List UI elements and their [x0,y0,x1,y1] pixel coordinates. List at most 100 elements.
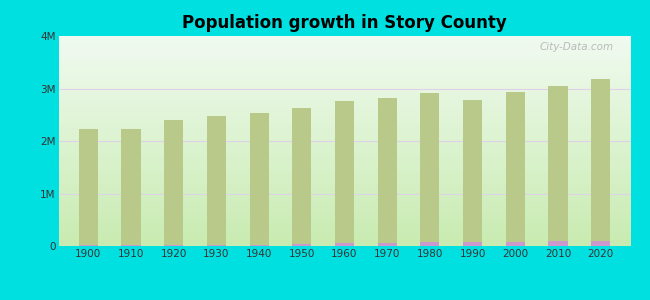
Bar [58,38,630,39]
Text: City-Data.com: City-Data.com [540,42,614,52]
Bar [58,100,630,101]
Bar [58,122,630,123]
Bar [58,211,630,212]
Bar [58,172,630,173]
Bar [58,79,630,80]
Bar [122,245,140,246]
Bar [58,221,630,222]
Bar [58,235,630,236]
Bar [58,233,630,235]
Bar [58,107,630,109]
Bar [58,176,630,177]
Bar [58,40,630,41]
Bar [58,224,630,225]
Bar [58,113,630,114]
Bar [58,161,630,162]
Bar [58,157,630,158]
Bar [58,185,630,186]
Bar [58,196,630,197]
Bar [58,202,630,203]
Bar [58,145,630,146]
Bar [58,83,630,84]
Bar [58,154,630,155]
Bar [58,55,630,56]
Bar [58,39,630,40]
Bar [58,184,630,185]
Bar [335,101,354,246]
Bar [58,53,630,54]
Bar [58,159,630,160]
Bar [58,152,630,153]
Bar [58,115,630,116]
Bar [58,128,630,130]
Bar [58,204,630,205]
Bar [58,245,630,246]
Bar [58,227,630,228]
Bar [58,180,630,181]
Bar [58,141,630,142]
Bar [58,181,630,182]
Bar [58,200,630,201]
Bar [58,198,630,199]
Bar [58,92,630,93]
Bar [58,62,630,63]
Bar [58,219,630,220]
Bar [58,105,630,106]
Bar [58,103,630,104]
Bar [58,81,630,82]
Bar [58,86,630,88]
Bar [58,61,630,62]
Bar [58,119,630,120]
Bar [58,155,630,156]
Bar [58,193,630,194]
Bar [58,208,630,209]
Bar [58,50,630,51]
Bar [58,102,630,103]
Bar [58,220,630,221]
Bar [58,188,630,189]
Bar [58,231,630,232]
Bar [58,223,630,224]
Bar [58,132,630,133]
Bar [58,69,630,70]
Bar [58,194,630,195]
Bar [58,118,630,119]
Bar [378,98,396,246]
Bar [58,74,630,75]
Bar [58,78,630,79]
Bar [591,241,610,246]
Bar [58,214,630,215]
Bar [58,135,630,136]
Bar [58,88,630,90]
Bar [58,191,630,193]
Bar [506,242,525,246]
Bar [58,137,630,138]
Bar [58,177,630,178]
Bar [58,153,630,154]
Bar [58,217,630,218]
Bar [58,70,630,71]
Bar [164,245,183,246]
Bar [58,203,630,204]
Bar [58,140,630,141]
Bar [58,244,630,245]
Bar [58,72,630,73]
Bar [58,156,630,157]
Bar [58,178,630,179]
Bar [58,75,630,76]
Bar [58,114,630,115]
Bar [58,97,630,98]
Bar [58,95,630,96]
Bar [58,243,630,244]
Bar [58,110,630,111]
Bar [58,109,630,110]
Bar [58,58,630,59]
Bar [58,139,630,140]
Bar [506,92,525,246]
Bar [58,158,630,159]
Bar [58,146,630,147]
Bar [58,218,630,219]
Bar [58,199,630,200]
Bar [549,86,567,246]
Bar [79,129,98,246]
